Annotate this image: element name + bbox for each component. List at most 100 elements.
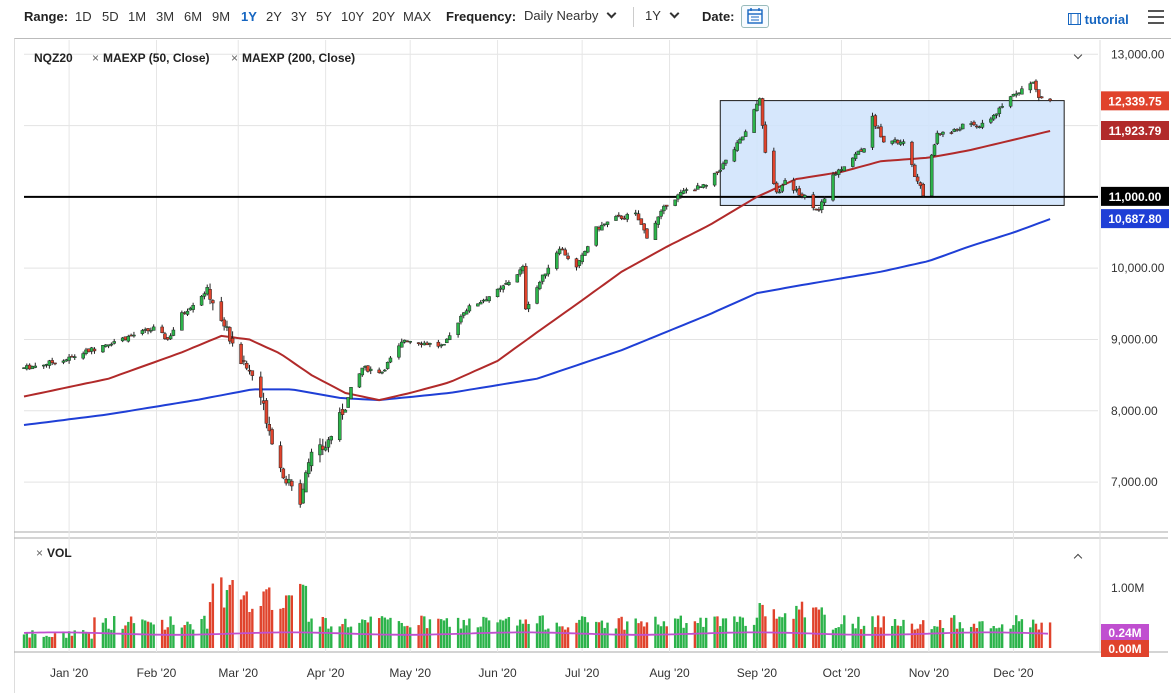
volume-bar[interactable]: [975, 628, 978, 648]
candle[interactable]: [385, 361, 390, 369]
candle[interactable]: [676, 194, 680, 200]
candle[interactable]: [625, 214, 629, 220]
candle[interactable]: [447, 335, 452, 341]
candle[interactable]: [862, 148, 866, 153]
candle[interactable]: [349, 387, 353, 400]
candle[interactable]: [952, 129, 956, 132]
volume-bar[interactable]: [597, 622, 601, 648]
candle[interactable]: [278, 445, 283, 469]
volume-bar[interactable]: [231, 580, 234, 648]
volume-bar[interactable]: [682, 627, 685, 648]
volume-bar[interactable]: [259, 605, 262, 648]
candle[interactable]: [975, 125, 979, 128]
candle[interactable]: [921, 183, 925, 197]
candle[interactable]: [896, 140, 900, 144]
volume-bar[interactable]: [282, 607, 285, 648]
candle[interactable]: [780, 185, 785, 192]
volume-bar[interactable]: [814, 607, 818, 648]
calendar-button[interactable]: [741, 5, 769, 28]
candle[interactable]: [397, 345, 401, 358]
candle[interactable]: [1000, 106, 1004, 108]
range-button-1y[interactable]: 1Y: [241, 9, 257, 24]
ma200-line[interactable]: [23, 218, 1051, 426]
candle[interactable]: [129, 334, 133, 337]
range-button-1m[interactable]: 1M: [128, 9, 147, 24]
candle[interactable]: [399, 341, 404, 348]
candle[interactable]: [123, 336, 128, 341]
volume-bar[interactable]: [812, 607, 815, 648]
volume-bar[interactable]: [795, 605, 798, 648]
candle[interactable]: [422, 342, 427, 346]
candle[interactable]: [366, 365, 370, 372]
candle[interactable]: [834, 173, 838, 176]
candle[interactable]: [1028, 83, 1033, 91]
candle[interactable]: [84, 349, 88, 354]
volume-bar[interactable]: [561, 626, 564, 648]
candle[interactable]: [653, 222, 658, 240]
candle[interactable]: [994, 113, 999, 116]
candle[interactable]: [439, 344, 443, 347]
volume-bar[interactable]: [211, 583, 215, 648]
volume-bar[interactable]: [423, 616, 426, 648]
candle[interactable]: [673, 199, 677, 206]
candle[interactable]: [738, 138, 742, 144]
candle[interactable]: [633, 212, 638, 215]
volume-bar[interactable]: [437, 618, 440, 648]
candle[interactable]: [693, 189, 697, 192]
candle[interactable]: [1037, 89, 1041, 98]
close-icon[interactable]: ×: [92, 51, 100, 65]
candle[interactable]: [304, 472, 308, 493]
candle[interactable]: [989, 118, 993, 123]
volume-bar[interactable]: [913, 629, 916, 648]
candle[interactable]: [163, 333, 167, 340]
range-button-20y[interactable]: 20Y: [372, 9, 396, 24]
candle[interactable]: [41, 364, 46, 367]
candle[interactable]: [617, 214, 621, 217]
candle[interactable]: [543, 273, 548, 277]
legend-ma50[interactable]: × MAEXP (50, Close): [92, 51, 210, 65]
volume-bar[interactable]: [476, 627, 480, 648]
candle[interactable]: [425, 342, 429, 346]
candle[interactable]: [92, 348, 97, 352]
candle[interactable]: [929, 154, 934, 197]
volume-bar[interactable]: [665, 626, 668, 648]
volume-bar[interactable]: [222, 607, 226, 648]
candle[interactable]: [822, 198, 827, 203]
candle[interactable]: [225, 326, 229, 328]
candle[interactable]: [228, 327, 232, 342]
frequency-select[interactable]: Daily Nearby: [524, 8, 617, 23]
volume-bar[interactable]: [679, 615, 683, 648]
volume-bar[interactable]: [73, 630, 76, 648]
candle[interactable]: [743, 131, 748, 137]
volume-bar[interactable]: [206, 628, 209, 648]
volume-bar[interactable]: [172, 624, 175, 648]
volume-bar[interactable]: [735, 621, 739, 648]
candle[interactable]: [972, 121, 976, 126]
candle[interactable]: [467, 305, 472, 312]
volume-bar[interactable]: [268, 587, 271, 648]
candle[interactable]: [1039, 96, 1044, 99]
candle[interactable]: [298, 483, 303, 505]
candle[interactable]: [250, 370, 255, 376]
candle[interactable]: [191, 305, 195, 310]
volume-bar[interactable]: [969, 626, 973, 648]
candle[interactable]: [941, 131, 945, 135]
candle[interactable]: [563, 249, 567, 256]
volume-bar[interactable]: [1009, 628, 1012, 648]
volume-bar[interactable]: [189, 624, 192, 648]
volume-bar[interactable]: [341, 624, 344, 648]
range-button-6m[interactable]: 6M: [184, 9, 203, 24]
volume-bar[interactable]: [941, 628, 945, 648]
volume-bar[interactable]: [265, 589, 268, 648]
volume-bar[interactable]: [346, 627, 350, 648]
volume-bar[interactable]: [575, 622, 578, 648]
volume-bar[interactable]: [783, 613, 787, 648]
candle[interactable]: [704, 185, 708, 187]
candle[interactable]: [735, 142, 739, 151]
volume-bar[interactable]: [817, 609, 821, 648]
candle[interactable]: [831, 174, 835, 201]
candle[interactable]: [819, 201, 824, 210]
candle[interactable]: [340, 409, 345, 415]
candle[interactable]: [794, 189, 799, 191]
volume-bar[interactable]: [408, 627, 412, 648]
